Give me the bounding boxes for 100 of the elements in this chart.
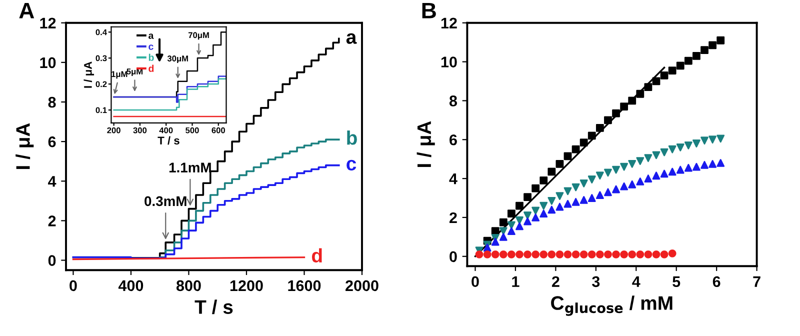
point [572, 183, 580, 192]
x-tick-label: 800 [176, 280, 201, 292]
point [556, 250, 564, 258]
point [644, 174, 652, 182]
point [660, 71, 668, 80]
point [564, 200, 572, 208]
point [700, 136, 708, 145]
point [564, 250, 572, 258]
x-tick-label: 1600 [288, 280, 321, 292]
x-tick-label: 7 [753, 276, 760, 287]
point [668, 168, 676, 176]
point [692, 162, 700, 171]
point [516, 216, 524, 224]
point [507, 210, 516, 218]
point [604, 188, 612, 196]
point [548, 168, 556, 176]
x-tick-label: 5 [672, 276, 680, 288]
x-tick-label: 2000 [346, 280, 378, 292]
y-tick-label: 10 [441, 56, 457, 68]
point [652, 172, 660, 180]
point [644, 83, 652, 92]
point [516, 250, 524, 258]
annotation: 5μM [126, 68, 143, 76]
point [588, 250, 596, 258]
point [684, 164, 692, 172]
point [516, 222, 524, 230]
point [708, 136, 717, 144]
x-tick-label: 6 [712, 276, 720, 288]
x-tick-label: 4 [632, 276, 640, 287]
point [660, 170, 668, 178]
x-axis-title: T / s [194, 300, 233, 314]
point [524, 212, 532, 220]
point [596, 250, 604, 258]
annotation: 30μM [167, 56, 188, 64]
point [668, 66, 676, 74]
point [524, 250, 532, 258]
point [628, 250, 636, 258]
y-tick-label: 0.1 [96, 107, 107, 114]
point [596, 172, 604, 180]
point [524, 193, 532, 201]
annotation: 70μM [188, 32, 209, 40]
point [620, 162, 628, 171]
legend-label: d [148, 64, 154, 72]
point [532, 250, 540, 258]
point [612, 166, 620, 174]
point [491, 227, 500, 236]
point [580, 250, 588, 258]
point [604, 168, 612, 177]
point [604, 116, 612, 124]
x-tick-label: 0 [70, 280, 77, 292]
x-tick-label: 600 [212, 127, 226, 134]
point [700, 46, 708, 54]
series-label: d [312, 248, 322, 263]
x-tick-label: 1200 [230, 280, 263, 292]
point [548, 206, 556, 214]
point [660, 250, 668, 258]
point [491, 238, 500, 246]
point [652, 151, 660, 160]
point [620, 250, 628, 258]
point [499, 218, 508, 226]
point [499, 232, 508, 241]
point [588, 194, 596, 202]
point [548, 250, 556, 258]
point [564, 187, 572, 196]
x-tick-label: 400 [118, 280, 144, 292]
point [668, 250, 676, 258]
x-tick-label: 200 [107, 127, 120, 134]
point [548, 196, 556, 205]
point [564, 152, 572, 160]
point [580, 138, 588, 146]
point [532, 214, 540, 222]
point [540, 202, 548, 210]
y-tick-label: 0.3 [96, 55, 107, 62]
y-tick-label: 8 [48, 96, 56, 108]
y-tick-label: 10 [40, 57, 56, 68]
y-tick-label: 12 [40, 18, 56, 28]
y-tick-label: 8 [449, 96, 458, 106]
point [620, 102, 628, 110]
y-tick-label: 4 [449, 174, 458, 184]
point [716, 159, 725, 167]
point [524, 217, 532, 226]
y-tick-label: 0.4 [96, 29, 107, 36]
point [636, 157, 644, 165]
x-tick-label: 2 [552, 276, 560, 287]
point [660, 148, 668, 156]
point [572, 145, 580, 154]
annotation: 1μM [112, 71, 128, 79]
y-tick-label: 0.2 [96, 81, 107, 88]
point [491, 250, 500, 258]
annotation: 1.1mM [169, 162, 211, 172]
y-axis-title: I / μA [84, 62, 94, 88]
point [612, 250, 620, 258]
point [676, 166, 684, 174]
point [636, 90, 644, 98]
point [556, 160, 564, 168]
point [620, 182, 628, 190]
y-axis-title: I / μA [416, 121, 435, 167]
point [628, 160, 636, 168]
point [628, 180, 636, 188]
point [556, 192, 564, 200]
